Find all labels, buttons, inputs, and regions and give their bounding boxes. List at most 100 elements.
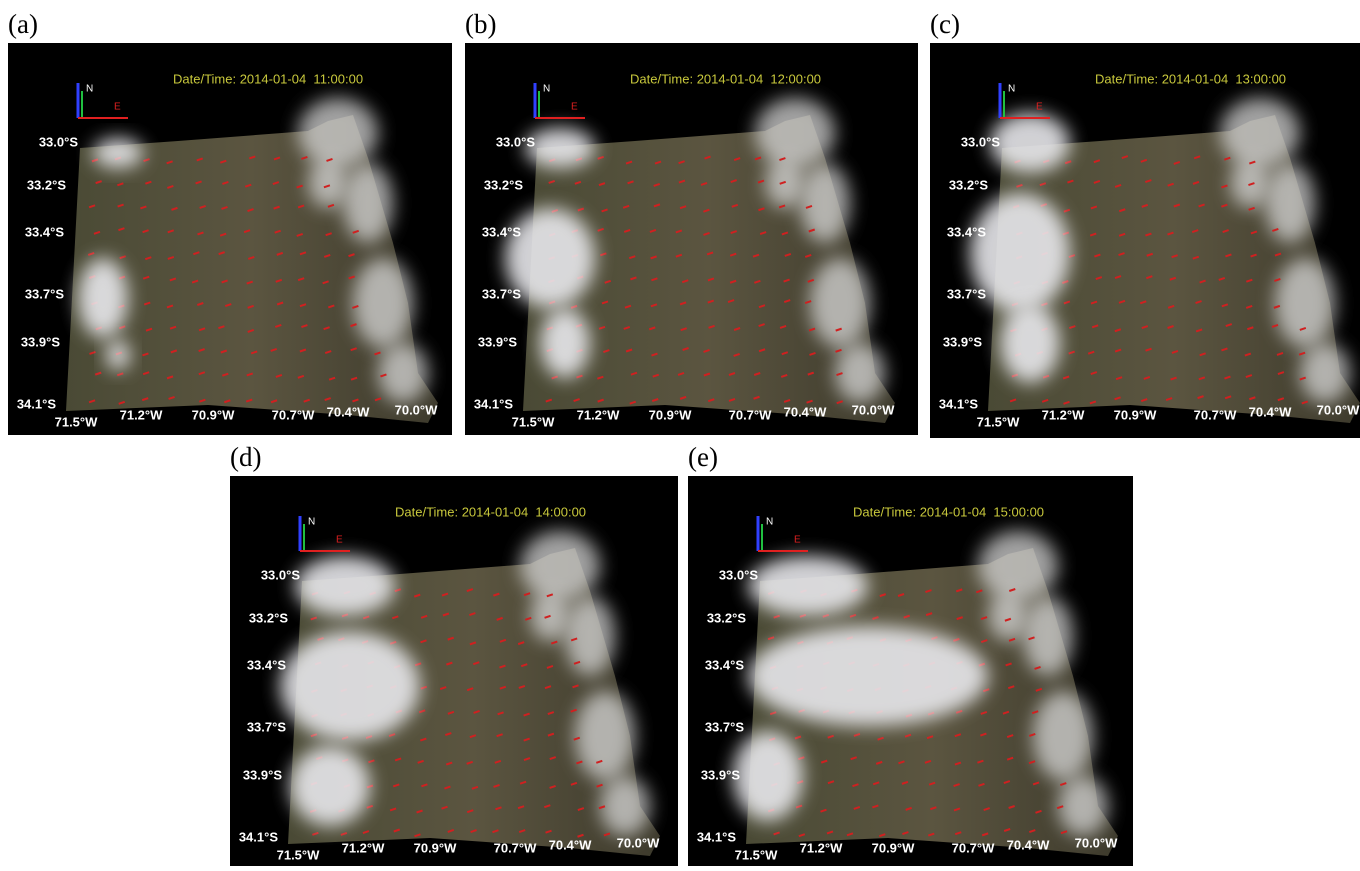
longitude-label: 71.2°W [342, 840, 386, 855]
date-time: Date/Time: 2014-01-04 15:00:00 [853, 504, 1044, 519]
latitude-label: 33.9°S [21, 334, 61, 349]
latitude-label: 33.7°S [947, 286, 987, 301]
longitude-label: 70.9°W [649, 407, 693, 422]
longitude-label: 70.4°W [784, 404, 828, 419]
figure: N E Date/Time: 2014-01-04 11:00:00 33.0°S 33… [0, 0, 1360, 866]
snow-mountain [353, 258, 413, 348]
cloud [106, 340, 130, 370]
snow-mountain [298, 98, 378, 168]
snow-mountain [1058, 776, 1108, 836]
cloud [990, 113, 1070, 173]
panel-label: (c) [930, 9, 960, 39]
cloud [733, 731, 803, 821]
latitude-label: 33.7°S [705, 719, 745, 734]
date-time: Date/Time: 2014-01-04 12:00:00 [630, 71, 821, 86]
date-time: Date/Time: 2014-01-04 11:00:00 [173, 71, 363, 86]
cloud [290, 746, 370, 826]
longitude-label: 70.0°W [852, 402, 896, 417]
longitude-label: 70.4°W [1249, 404, 1293, 419]
snow-mountain [343, 163, 393, 243]
snow-mountain [1300, 343, 1350, 403]
latitude-label: 33.2°S [484, 177, 524, 192]
map-panel: NEDate/Time: 2014-01-04 11:00:0033.0°S33… [8, 43, 452, 435]
panel-label: (e) [688, 442, 718, 472]
date-time: Date/Time: 2014-01-04 13:00:00 [1095, 71, 1286, 86]
snow-mountain [600, 776, 650, 836]
axis-east-label: E [794, 535, 801, 546]
snow-mountain [978, 531, 1058, 601]
cloud [280, 631, 420, 741]
longitude-label: 70.0°W [617, 835, 661, 850]
longitude-label: 71.2°W [800, 840, 844, 855]
cloud [1000, 303, 1060, 383]
snow-mountain [755, 98, 835, 168]
latitude-label: 33.0°S [961, 134, 1001, 149]
axis-north-label: N [1008, 84, 1015, 95]
latitude-label: 33.7°S [482, 286, 522, 301]
longitude-label: 70.9°W [872, 840, 916, 855]
longitude-label: 70.4°W [327, 404, 371, 419]
latitude-label: 34.1°S [939, 396, 979, 411]
latitude-label: 33.0°S [719, 567, 759, 582]
longitude-label: 70.7°W [1194, 407, 1238, 422]
longitude-label: 70.0°W [395, 402, 439, 417]
axis-north-label: N [543, 84, 550, 95]
axis-east-label: E [1036, 102, 1043, 113]
longitude-label: 70.0°W [1075, 835, 1119, 850]
latitude-label: 33.9°S [478, 334, 518, 349]
latitude-label: 34.1°S [697, 829, 737, 844]
snow-mountain [1230, 158, 1270, 208]
snow-mountain [565, 596, 615, 676]
longitude-label: 71.5°W [55, 414, 99, 429]
snow-mountain [800, 163, 850, 243]
latitude-label: 33.4°S [247, 657, 287, 672]
latitude-label: 33.0°S [261, 567, 301, 582]
cloud [540, 308, 590, 378]
cloud [93, 138, 143, 168]
axis-east-label: E [114, 102, 121, 113]
latitude-label: 33.2°S [707, 610, 747, 625]
cloud [295, 556, 395, 616]
latitude-label: 33.2°S [949, 177, 989, 192]
latitude-label: 33.0°S [496, 134, 536, 149]
snow-mountain [988, 591, 1028, 641]
longitude-label: 70.4°W [549, 837, 593, 852]
axis-north-label: N [766, 517, 773, 528]
latitude-label: 33.4°S [947, 224, 987, 239]
axis-north-label: N [308, 517, 315, 528]
cloud [748, 626, 988, 726]
longitude-label: 71.2°W [577, 407, 621, 422]
latitude-label: 33.4°S [482, 224, 522, 239]
latitude-label: 33.2°S [249, 610, 289, 625]
latitude-label: 33.7°S [247, 719, 287, 734]
latitude-label: 34.1°S [17, 396, 57, 411]
snow-mountain [835, 343, 885, 403]
panel-label: (b) [465, 9, 496, 39]
latitude-label: 33.2°S [27, 177, 67, 192]
snow-mountain [1275, 258, 1335, 348]
longitude-label: 71.2°W [1042, 407, 1086, 422]
longitude-label: 70.9°W [414, 840, 458, 855]
longitude-label: 70.4°W [1007, 837, 1051, 852]
snow-mountain [575, 691, 635, 781]
snow-mountain [308, 158, 348, 208]
axis-east-label: E [571, 102, 578, 113]
cloud [748, 556, 868, 616]
panel-label: (a) [8, 9, 38, 39]
longitude-label: 70.7°W [494, 840, 538, 855]
latitude-label: 33.7°S [25, 286, 65, 301]
latitude-label: 33.9°S [701, 767, 741, 782]
cloud [78, 258, 128, 338]
longitude-label: 71.5°W [277, 847, 321, 862]
longitude-label: 70.7°W [952, 840, 996, 855]
longitude-label: 70.0°W [1317, 402, 1360, 417]
latitude-label: 33.4°S [705, 657, 745, 672]
longitude-label: 71.5°W [735, 847, 779, 862]
cloud [525, 128, 595, 168]
map-panel: N E Date/Time: 2014-01-04 12:00:00 33.0°S 33… [465, 43, 918, 435]
latitude-label: 34.1°S [474, 396, 514, 411]
map-panel: N E Date/Time: 2014-01-04 15:00:00 33.0°S 33… [688, 476, 1133, 866]
snow-mountain [1033, 691, 1093, 781]
panel-label: (d) [230, 442, 261, 472]
snow-mountain [810, 258, 870, 348]
